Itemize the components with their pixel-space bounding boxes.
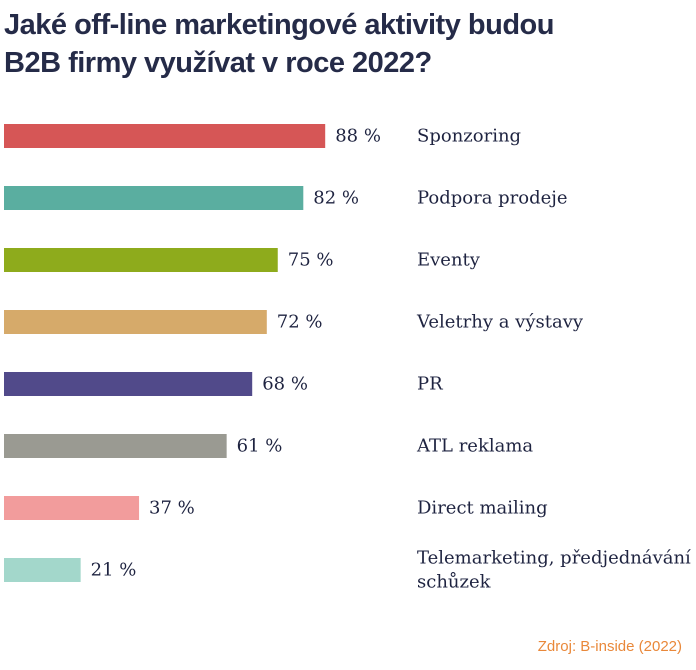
chart-title: Jaké off-line marketingové aktivity budo…	[4, 6, 684, 82]
bar-3	[4, 310, 267, 334]
source-note: Zdroj: B-inside (2022)	[537, 638, 682, 655]
category-label-line: Eventy	[417, 250, 481, 271]
bar-1	[4, 186, 304, 210]
value-label-2: 75 %	[288, 250, 334, 271]
category-label-line: ATL reklama	[416, 436, 533, 457]
bar-6	[4, 496, 140, 520]
category-label-line: Sponzoring	[417, 126, 521, 147]
category-label-line: Podpora prodeje	[417, 188, 568, 209]
category-label-7: Telemarketing, předjednávání schůzek	[417, 548, 691, 593]
value-label-5: 61 %	[237, 436, 283, 457]
category-label-line: Direct mailing	[417, 498, 548, 519]
bar-4	[4, 372, 253, 396]
bar-7	[4, 558, 81, 582]
bar-0	[4, 124, 326, 148]
value-label-0: 88 %	[335, 126, 381, 147]
category-label-5: ATL reklama	[416, 436, 533, 457]
category-label-3: Veletrhy a výstavy	[416, 312, 584, 333]
chart-title-line-2: B2B firmy využívat v roce 2022?	[4, 47, 432, 79]
category-label-line: Veletrhy a výstavy	[416, 312, 584, 333]
category-label-1: Podpora prodeje	[417, 188, 568, 209]
value-label-7: 21 %	[91, 560, 137, 581]
value-label-3: 72 %	[277, 312, 323, 333]
category-label-6: Direct mailing	[417, 498, 548, 519]
value-label-4: 68 %	[262, 374, 308, 395]
chart-title-line-1: Jaké off-line marketingové aktivity budo…	[4, 9, 554, 41]
category-label-2: Eventy	[417, 250, 481, 271]
category-label-line: Telemarketing, předjednávání	[417, 548, 691, 569]
category-label-line: PR	[417, 374, 443, 395]
category-label-line: schůzek	[417, 571, 492, 593]
bar-2	[4, 248, 278, 272]
bar-5	[4, 434, 227, 458]
value-label-6: 37 %	[149, 498, 195, 519]
category-label-0: Sponzoring	[417, 126, 521, 147]
value-label-1: 82 %	[313, 188, 359, 209]
category-label-4: PR	[417, 374, 443, 395]
